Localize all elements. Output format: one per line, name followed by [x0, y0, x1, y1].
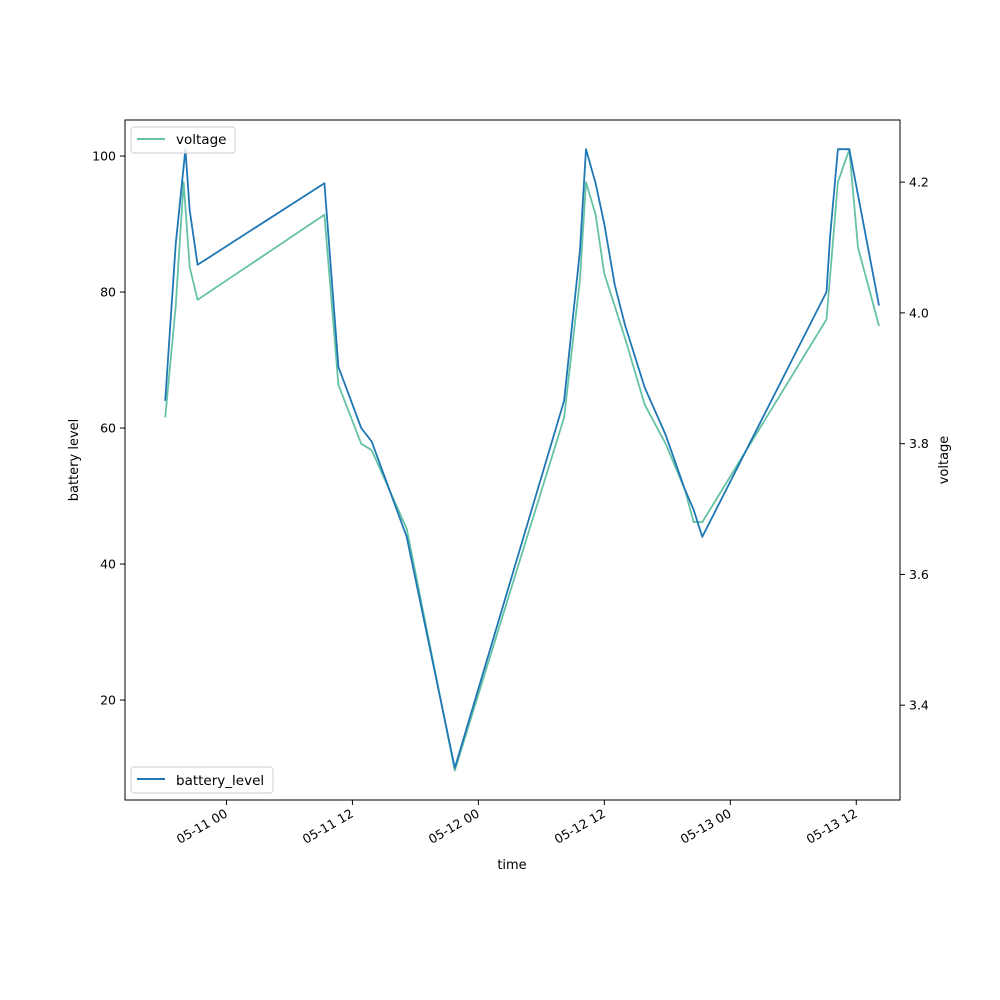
- y-right-tick-label: 3.6: [909, 567, 929, 582]
- y-axis-right: 3.4 3.6 3.8 4.0 4.2: [900, 175, 929, 713]
- x-axis-label: time: [497, 858, 526, 873]
- y-right-tick-label: 4.2: [909, 175, 929, 190]
- series-line-voltage: [164, 148, 880, 772]
- y-axis-left-label: battery level: [67, 419, 82, 502]
- legend-voltage: voltage: [130, 126, 236, 154]
- x-tick-label: 05-12 00: [426, 806, 482, 847]
- y-left-tick-label: 60: [100, 421, 116, 436]
- x-tick-label: 05-13 00: [678, 806, 734, 847]
- series-line-battery-level: [164, 148, 880, 769]
- y-left-tick-label: 40: [100, 557, 116, 572]
- legend-voltage-box: [130, 126, 236, 154]
- x-tick-label: 05-13 12: [804, 806, 860, 847]
- legend-battery-level-box: [130, 766, 274, 794]
- y-left-tick-label: 20: [100, 693, 116, 708]
- y-axis-left: 20 40 60 80 100: [92, 149, 125, 708]
- plot-area: [124, 119, 901, 801]
- y-axis-right-label: voltage: [937, 436, 952, 485]
- legend-voltage-label: voltage: [176, 132, 226, 148]
- legend-battery-level: battery_level: [130, 766, 274, 794]
- plot-frame: [124, 119, 901, 801]
- x-tick-label: 05-11 12: [300, 806, 356, 847]
- x-tick-label: 05-11 00: [174, 806, 230, 847]
- y-left-tick-label: 80: [100, 285, 116, 300]
- y-left-tick-label: 100: [92, 149, 116, 164]
- x-axis: 05-11 00 05-11 12 05-12 00 05-12 12 05-13 00…: [174, 800, 860, 847]
- y-right-tick-label: 4.0: [909, 305, 929, 320]
- legend-battery-level-label: battery_level: [176, 773, 264, 789]
- y-right-tick-label: 3.8: [909, 436, 929, 451]
- y-right-tick-label: 3.4: [909, 698, 929, 713]
- x-tick-label: 05-12 12: [552, 806, 608, 847]
- series-layer: [164, 148, 880, 772]
